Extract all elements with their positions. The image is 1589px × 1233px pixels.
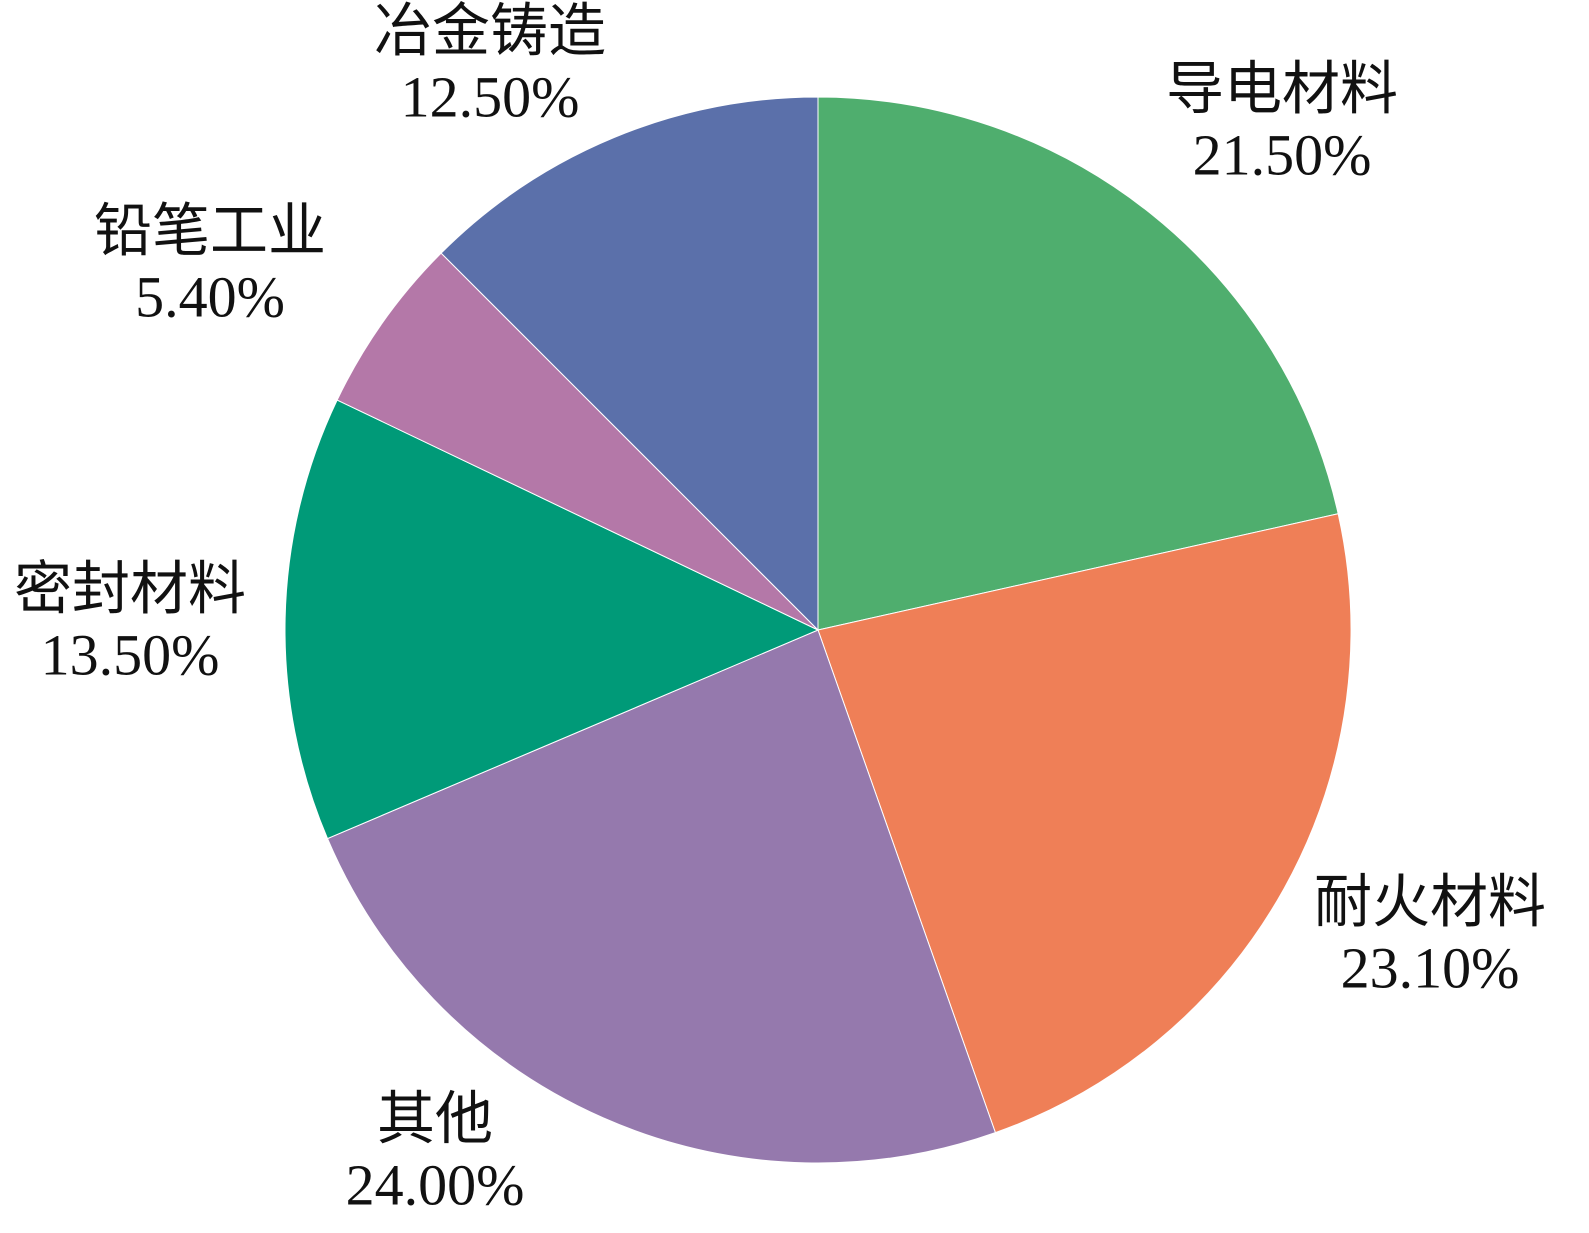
slice-label: 其他 (377, 1086, 493, 1151)
pie-slice (326, 629, 997, 1164)
slice-label: 耐火材料 (1314, 869, 1546, 934)
pie-slice (817, 513, 1352, 1134)
slice-value-label: 12.50% (401, 64, 580, 129)
slice-label: 导电材料 (1166, 56, 1398, 121)
slice-value-label: 23.10% (1341, 935, 1520, 1000)
slice-value-label: 24.00% (346, 1152, 525, 1217)
slice-value-label: 21.50% (1193, 122, 1372, 187)
slice-label: 密封材料 (14, 556, 246, 621)
slice-label: 铅笔工业 (94, 198, 326, 263)
pie-slice (284, 399, 820, 840)
pie-slice (440, 96, 819, 632)
pie-slice (817, 96, 1339, 631)
slice-label: 冶金铸造 (374, 0, 606, 63)
pie-slice (336, 252, 819, 631)
slice-value-label: 13.50% (41, 622, 220, 687)
slice-value-label: 5.40% (135, 264, 285, 329)
